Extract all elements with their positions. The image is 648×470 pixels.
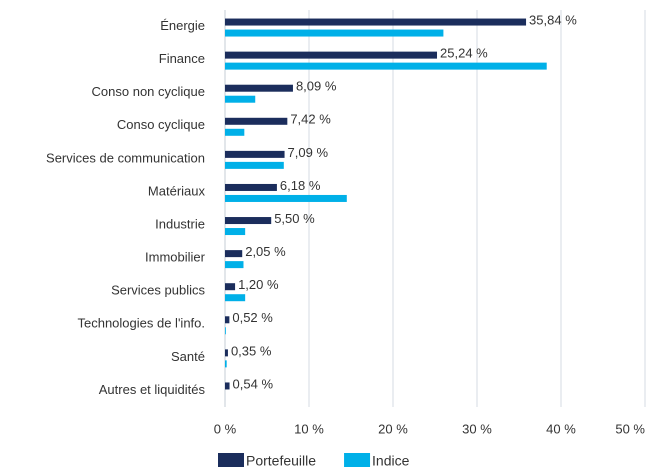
y-tick-label: Technologies de l'info. <box>77 316 205 331</box>
y-tick-label: Finance <box>159 51 205 66</box>
y-tick-label: Santé <box>171 349 205 364</box>
bar <box>225 360 227 368</box>
bar <box>225 194 347 202</box>
y-tick-label: Services de communication <box>46 150 205 165</box>
value-label: 7,42 % <box>290 112 331 127</box>
bar <box>225 18 527 26</box>
bar <box>225 250 243 258</box>
value-label: 0,35 % <box>231 343 272 358</box>
bar <box>225 349 228 357</box>
bar <box>225 150 285 158</box>
y-tick-label: Conso non cyclique <box>92 84 205 99</box>
y-tick-label: Autres et liquidités <box>99 382 206 397</box>
y-tick-label: Industrie <box>155 216 205 231</box>
bar <box>225 294 246 302</box>
y-tick-label: Énergie <box>160 18 205 33</box>
legend-label: Portefeuille <box>246 453 316 469</box>
value-label: 2,05 % <box>245 244 286 259</box>
x-tick-label: 40 % <box>546 421 576 436</box>
legend-swatch <box>218 453 244 467</box>
value-label: 8,09 % <box>296 79 337 94</box>
bar <box>225 62 547 70</box>
x-tick-label: 10 % <box>294 421 324 436</box>
x-tick-label: 0 % <box>214 421 237 436</box>
bar <box>225 228 246 236</box>
value-label: 0,52 % <box>232 310 273 325</box>
y-tick-label: Matériaux <box>148 183 206 198</box>
bar <box>225 316 230 324</box>
value-label: 1,20 % <box>238 277 279 292</box>
bar <box>225 117 288 125</box>
value-label: 25,24 % <box>440 46 488 61</box>
bar <box>225 128 245 136</box>
x-tick-label: 50 % <box>615 421 645 436</box>
value-label: 35,84 % <box>529 12 577 27</box>
bar <box>225 283 236 291</box>
value-label: 6,18 % <box>280 178 321 193</box>
bar <box>225 261 244 269</box>
bar <box>225 84 293 92</box>
legend-label: Indice <box>372 453 410 469</box>
y-tick-label: Services publics <box>111 283 205 298</box>
bar <box>225 161 284 169</box>
y-tick-label: Immobilier <box>145 250 206 265</box>
bar <box>225 29 444 37</box>
x-tick-label: 30 % <box>462 421 492 436</box>
bar <box>225 51 438 59</box>
bar <box>225 217 272 225</box>
x-tick-label: 20 % <box>378 421 408 436</box>
value-label: 7,09 % <box>288 145 329 160</box>
bar <box>225 382 230 390</box>
y-tick-label: Conso cyclique <box>117 117 205 132</box>
bar <box>225 327 226 335</box>
legend-swatch <box>344 453 371 467</box>
bar <box>225 95 256 103</box>
value-label: 0,54 % <box>233 376 274 391</box>
bar <box>225 183 277 191</box>
value-label: 5,50 % <box>274 211 315 226</box>
